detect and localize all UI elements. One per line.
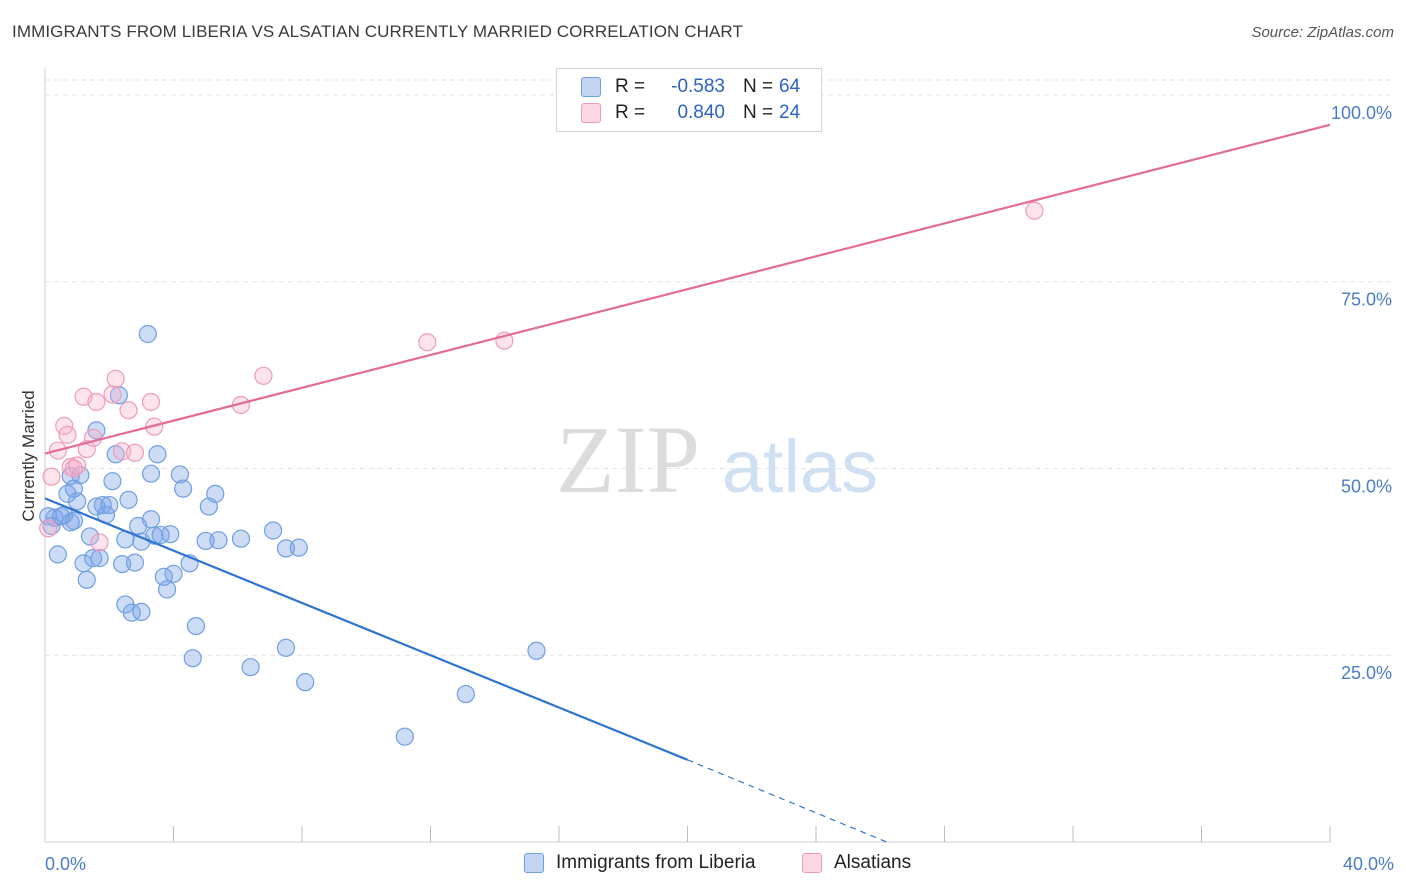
r-label: R =: [615, 76, 646, 97]
liberia-point: [93, 495, 112, 515]
alsatian-point: [64, 459, 84, 478]
watermark-atlas: atlas: [722, 425, 878, 508]
liberia-point: [206, 484, 225, 503]
liberia-point: [141, 510, 161, 529]
liberia-point: [456, 684, 475, 704]
liberia-point: [119, 490, 138, 509]
liberia-point: [276, 539, 296, 558]
liberia-point: [183, 649, 202, 668]
liberia-point: [48, 545, 67, 564]
r-label: R =: [615, 102, 646, 123]
liberia-point: [263, 521, 283, 540]
liberia-point: [68, 492, 87, 511]
r-value: 0.840: [677, 102, 725, 123]
y-axis-title: Currently Married: [19, 390, 38, 521]
x-tick-label-max: 40.0%: [1343, 854, 1394, 874]
liberia-point: [90, 549, 109, 568]
liberia-point: [289, 538, 308, 557]
grid-lines: [45, 79, 1394, 656]
liberia-point: [395, 727, 414, 746]
r-value: -0.583: [671, 76, 725, 97]
alsatian-point: [42, 467, 61, 486]
alsatian-point: [254, 366, 273, 385]
trend-lines: [44, 123, 1331, 843]
liberia-legend-swatch: [524, 853, 544, 873]
alsatian-point: [418, 333, 437, 352]
series-alsatian-points: [39, 201, 1044, 552]
n-value: 24: [779, 102, 801, 123]
watermark: ZIP atlas: [556, 406, 878, 513]
liberia-point: [527, 641, 546, 660]
x-tick-labels: 0.0% 40.0%: [45, 854, 1394, 874]
liberia-point: [122, 603, 141, 622]
chart-title: IMMIGRANTS FROM LIBERIA VS ALSATIAN CURR…: [12, 22, 743, 41]
liberia-point: [164, 564, 183, 583]
liberia-point: [103, 472, 122, 491]
liberia-point: [141, 464, 161, 483]
liberia-point: [186, 616, 206, 636]
liberia-swatch: [581, 77, 601, 97]
liberia-trend-extension: [687, 759, 887, 843]
stats-row-liberia: R = -0.583 N = 64: [581, 75, 800, 99]
legend-item-alsatian[interactable]: Alsatians: [802, 852, 911, 874]
alsatian-point: [125, 443, 145, 462]
liberia-point: [138, 324, 157, 344]
liberia-point: [132, 602, 151, 622]
legend-item-liberia[interactable]: Immigrants from Liberia: [524, 852, 756, 874]
liberia-point: [148, 445, 167, 464]
alsatian-point: [87, 392, 106, 412]
alsatian-point: [1025, 201, 1044, 220]
legend-label-alsatian: Alsatians: [834, 852, 912, 873]
alsatian-point: [106, 369, 125, 388]
liberia-point: [77, 570, 96, 589]
liberia-point: [161, 525, 180, 544]
liberia-point: [125, 553, 145, 572]
n-label: N =: [743, 102, 774, 123]
alsatian-point: [90, 533, 109, 552]
n-label: N =: [743, 76, 774, 97]
liberia-point: [170, 465, 190, 484]
x-tick-label-min: 0.0%: [45, 854, 86, 874]
liberia-point: [231, 529, 251, 548]
axes: [44, 68, 1331, 843]
legend-label-liberia: Immigrants from Liberia: [556, 852, 756, 873]
liberia-point: [61, 513, 80, 532]
liberia-point: [84, 549, 103, 568]
alsatian-legend-swatch: [802, 853, 822, 873]
y-tick-label: 75.0%: [1341, 290, 1392, 310]
alsatian-point: [119, 401, 138, 420]
alsatian-swatch: [581, 103, 601, 123]
y-tick-label: 50.0%: [1341, 476, 1392, 496]
y-tick-label: 25.0%: [1341, 663, 1392, 683]
liberia-point: [276, 638, 296, 657]
liberia-trend-line: [44, 497, 688, 761]
y-tick-labels: 25.0% 50.0% 75.0% 100.0%: [1331, 103, 1392, 683]
liberia-point: [296, 673, 315, 692]
liberia-point: [151, 525, 170, 545]
liberia-point: [80, 527, 100, 546]
liberia-point: [174, 479, 193, 498]
liberia-point: [241, 658, 260, 677]
liberia-point: [157, 580, 177, 599]
stats-legend: R = -0.583 N = 64 R = 0.840 N = 24: [556, 68, 822, 132]
y-tick-label: 100.0%: [1331, 103, 1392, 123]
alsatian-trend-line: [44, 123, 1331, 455]
series-liberia-points: [39, 324, 546, 746]
liberia-point: [196, 531, 215, 551]
series-legend: Immigrants from Liberia Alsatians: [0, 852, 1406, 878]
liberia-point: [51, 507, 71, 526]
liberia-point: [209, 531, 228, 550]
stats-row-alsatian: R = 0.840 N = 24: [581, 101, 800, 125]
alsatian-point: [58, 425, 77, 444]
alsatian-point: [39, 519, 58, 538]
watermark-zip: ZIP: [556, 406, 700, 513]
alsatian-point: [103, 385, 122, 404]
alsatian-point: [141, 392, 161, 412]
source-label: Source: ZipAtlas.com: [1251, 24, 1394, 41]
n-value: 64: [779, 76, 801, 97]
alsatian-point: [68, 456, 87, 475]
liberia-point: [100, 495, 119, 515]
